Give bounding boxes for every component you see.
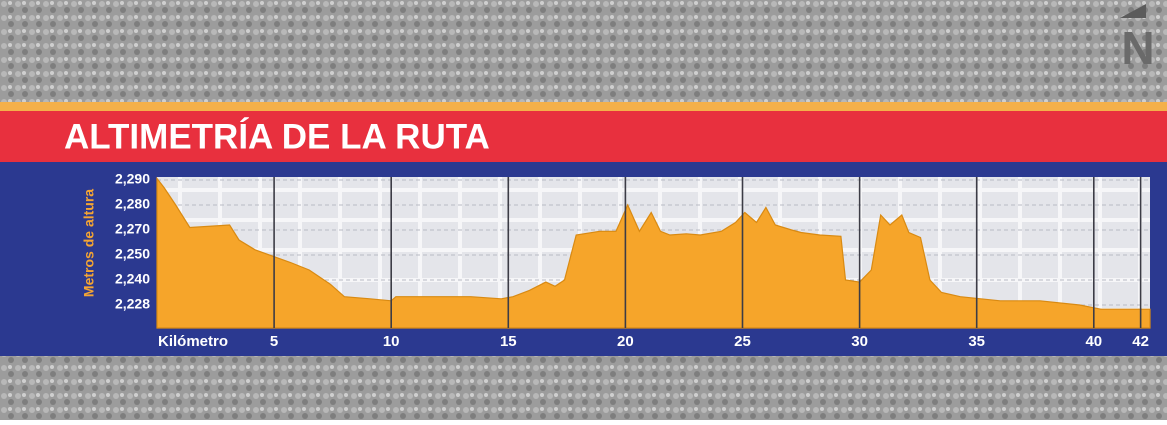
compass-label: N: [1121, 22, 1154, 74]
x-tick-label: 30: [851, 333, 868, 350]
x-tick-label: 5: [270, 333, 278, 350]
y-axis-label: Metros de altura: [81, 189, 97, 297]
y-tick-label: 2,250: [115, 246, 150, 262]
top-stripe: [0, 102, 1167, 111]
y-tick-label: 2,240: [115, 271, 150, 287]
x-tick-label: 25: [734, 333, 751, 350]
elevation-area: [156, 176, 1151, 329]
compass: N: [1120, 4, 1155, 74]
title-banner: [0, 111, 1167, 162]
x-tick-label: 35: [968, 333, 985, 350]
y-tick-label: 2,228: [115, 296, 150, 312]
x-axis-label: Kilómetro: [158, 333, 228, 350]
y-tick-label: 2,280: [115, 196, 150, 212]
y-tick-label: 2,270: [115, 221, 150, 237]
x-tick-label: 10: [383, 333, 400, 350]
x-tick-label: 40: [1085, 333, 1102, 350]
x-tick-label: 42: [1132, 333, 1149, 350]
plot: 2,228 2,240 2,250 2,270 2,280 2,290 5 10 15 20 25 3…: [115, 171, 1151, 350]
x-tick-label: 15: [500, 333, 517, 350]
chart-title: ALTIMETRÍA DE LA RUTA: [64, 116, 490, 156]
x-tick-label: 20: [617, 333, 634, 350]
y-tick-label: 2,290: [115, 171, 150, 187]
compass-arrow: [1120, 4, 1146, 18]
